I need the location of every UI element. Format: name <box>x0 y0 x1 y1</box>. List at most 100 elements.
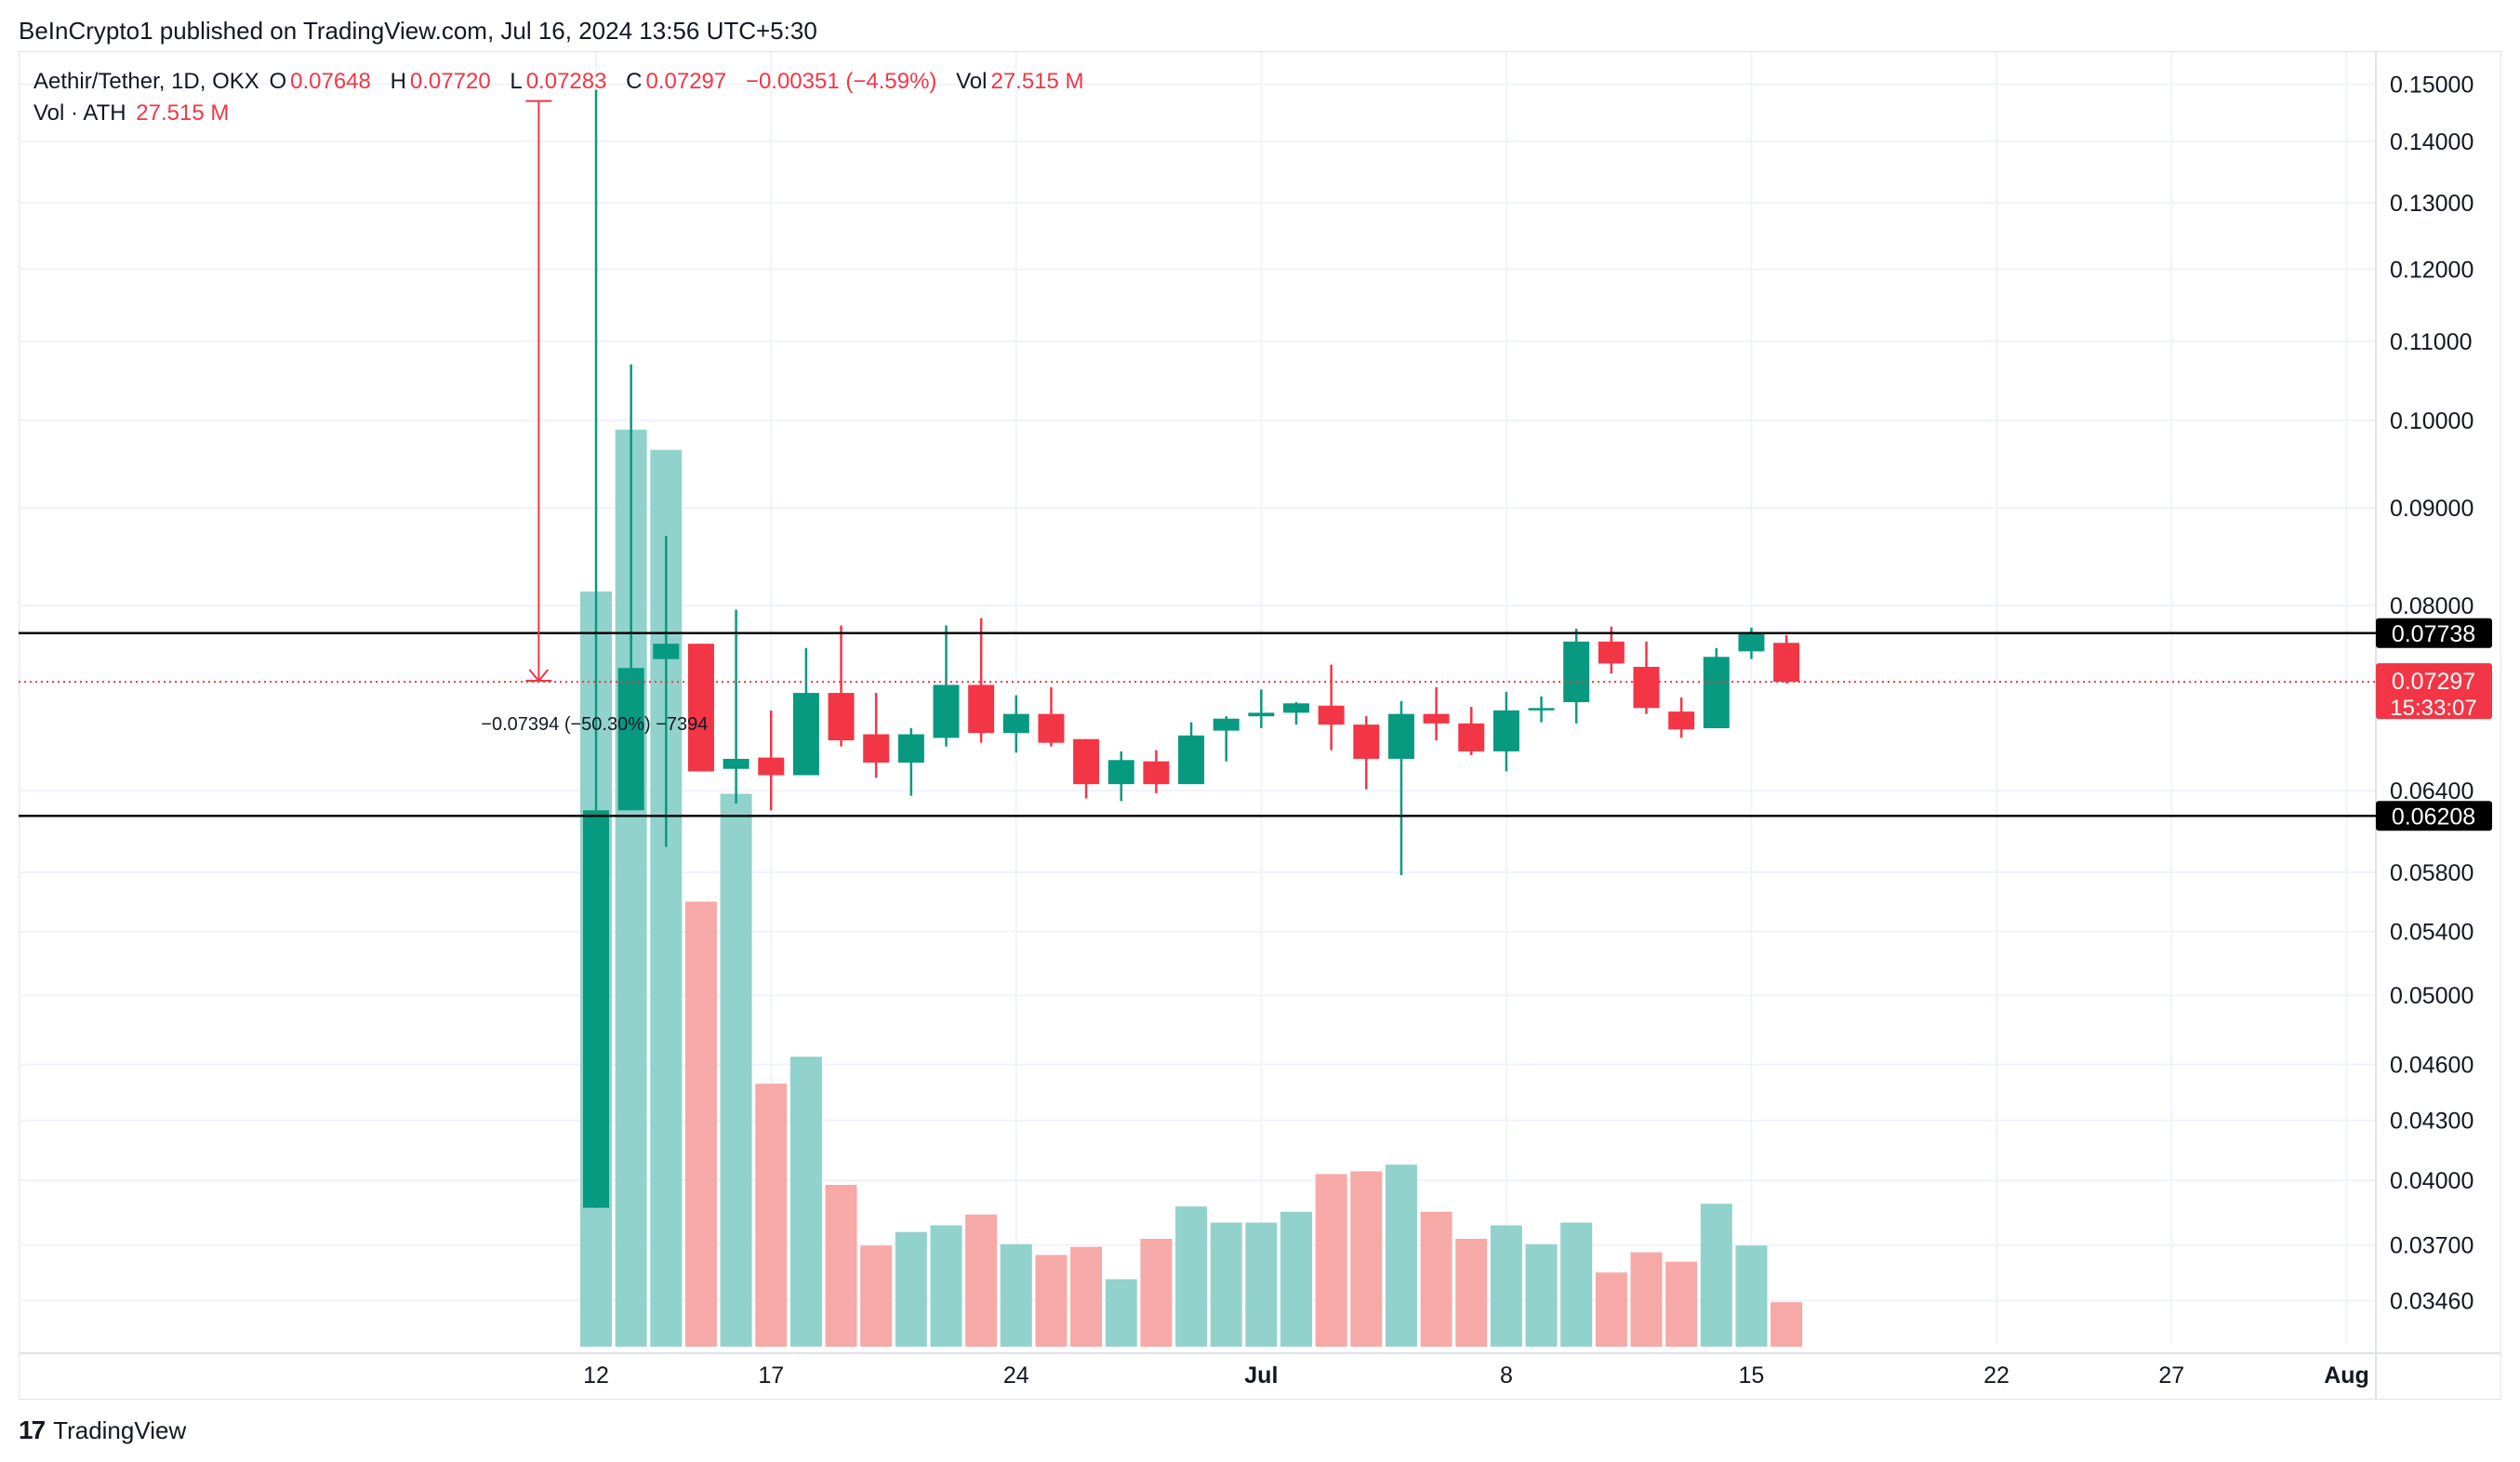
y-tick-label: 0.10000 <box>2390 408 2474 434</box>
y-tick-label: 0.12000 <box>2390 258 2474 284</box>
y-tick-label: 0.03700 <box>2390 1233 2474 1259</box>
volume-bar <box>860 1245 893 1347</box>
last-price-countdown: 15:33:07 <box>2390 696 2476 721</box>
volume-bar <box>1455 1239 1488 1347</box>
legend-open-value: 0.07648 <box>290 69 371 94</box>
legend-open-label: O <box>269 69 287 94</box>
chart-frame <box>19 51 2501 1400</box>
candle-body <box>1563 641 1590 703</box>
legend-ohlc: Aethir/Tether, 1D, OKX O 0.07648 H 0.07720… <box>33 69 1097 95</box>
candle-body <box>758 757 785 776</box>
candle-body <box>1283 703 1309 713</box>
volume-bar <box>1245 1222 1278 1347</box>
x-tick-label: 22 <box>1983 1362 2009 1389</box>
volume-bar <box>755 1083 788 1347</box>
candle-body <box>653 644 680 659</box>
tradingview-brand-name: TradingView <box>53 1415 187 1444</box>
candle-body <box>1213 718 1240 731</box>
candle-body <box>1598 641 1625 664</box>
candle-body <box>723 758 749 769</box>
volume-bar <box>1140 1239 1173 1347</box>
candle-body <box>1143 761 1170 785</box>
candle-body <box>617 668 644 811</box>
level-price-label: 0.07738 <box>2392 621 2475 647</box>
volume-bar <box>1175 1206 1208 1347</box>
legend-change: −0.00351 (−4.59%) <box>745 69 937 94</box>
y-tick-label: 0.11000 <box>2390 329 2473 355</box>
level-price-label: 0.06208 <box>2392 804 2475 830</box>
x-tick-label: 17 <box>758 1362 784 1389</box>
volume-bar <box>825 1185 857 1347</box>
candle-body <box>1178 735 1205 785</box>
legend-volume: Vol · ATH 27.515 M <box>33 100 242 126</box>
candle-body <box>1492 710 1519 751</box>
candle-body <box>863 734 890 763</box>
legend-close-label: C <box>626 69 643 94</box>
volume-bar <box>1350 1171 1383 1347</box>
x-tick-label: 24 <box>1003 1362 1029 1389</box>
legend-vol-label: Vol <box>956 69 988 94</box>
legend-high-label: H <box>390 69 406 94</box>
volume-bar <box>1700 1203 1732 1347</box>
volume-bar <box>930 1225 962 1347</box>
candle-body <box>1002 713 1029 734</box>
last-price-label: 0.07297 <box>2392 669 2475 695</box>
volume-bar <box>1035 1255 1068 1347</box>
candle-body <box>897 734 924 763</box>
y-tick-label: 0.08000 <box>2390 593 2474 619</box>
x-tick-label: Jul <box>1244 1362 1278 1389</box>
candle-body <box>1353 724 1380 759</box>
legend-vol-ath-value: 27.515 M <box>136 100 230 126</box>
legend-vol-ath-label[interactable]: Vol · ATH <box>33 100 126 126</box>
y-tick-label: 0.09000 <box>2390 496 2474 522</box>
tradingview-logo[interactable]: 17 TradingView <box>19 1415 186 1445</box>
volume-bar <box>1771 1302 1803 1347</box>
candle-body <box>1703 657 1730 729</box>
y-tick-label: 0.04300 <box>2390 1109 2474 1135</box>
candle-body <box>1107 760 1134 785</box>
candle-body <box>1038 713 1065 743</box>
volume-bar <box>789 1057 822 1347</box>
legend-low-label: L <box>510 69 523 94</box>
volume-bar <box>1525 1243 1558 1347</box>
tradingview-logo-icon: 17 <box>19 1415 46 1444</box>
level-price-tag <box>2376 801 2492 831</box>
y-tick-label: 0.03460 <box>2390 1289 2474 1315</box>
volume-bar <box>720 793 752 1347</box>
volume-bar <box>1595 1272 1627 1347</box>
candle-body <box>583 810 609 1208</box>
last-price-tag <box>2376 663 2492 720</box>
x-tick-label: 12 <box>583 1362 609 1389</box>
volume-bar <box>1665 1261 1698 1347</box>
grid-layer <box>19 52 2501 1400</box>
candle-layer <box>583 89 1800 1208</box>
volume-bar <box>1280 1212 1312 1347</box>
y-tick-label: 0.05400 <box>2390 920 2474 946</box>
y-tick-label: 0.05000 <box>2390 983 2474 1009</box>
candle-body <box>1458 723 1485 751</box>
candle-body <box>792 693 819 776</box>
volume-bar <box>965 1214 998 1347</box>
legend-vol-value: 27.515 M <box>990 69 1084 94</box>
publish-info: BeInCrypto1 published on TradingView.com… <box>19 17 817 45</box>
volume-bar <box>1630 1252 1663 1347</box>
volume-bar <box>1490 1225 1522 1347</box>
candle-body <box>687 644 714 772</box>
y-tick-label: 0.14000 <box>2390 129 2474 155</box>
legend-symbol[interactable]: Aethir/Tether, 1D, OKX <box>33 69 259 94</box>
volume-bar <box>1210 1222 1242 1347</box>
y-tick-label: 0.04600 <box>2390 1053 2474 1079</box>
volume-bar <box>895 1231 927 1347</box>
candle-body <box>1668 711 1695 730</box>
volume-bar <box>1000 1243 1032 1347</box>
volume-bar <box>1315 1174 1347 1347</box>
candle-body <box>1773 643 1800 683</box>
x-tick-label: Aug <box>2324 1362 2369 1389</box>
volume-layer <box>580 430 1803 1347</box>
candle-body <box>1423 713 1450 724</box>
volume-bar <box>1560 1222 1593 1347</box>
measure-label: −0.07394 (−50.30%) −7394 <box>481 714 708 735</box>
legend-high-value: 0.07720 <box>409 69 491 94</box>
